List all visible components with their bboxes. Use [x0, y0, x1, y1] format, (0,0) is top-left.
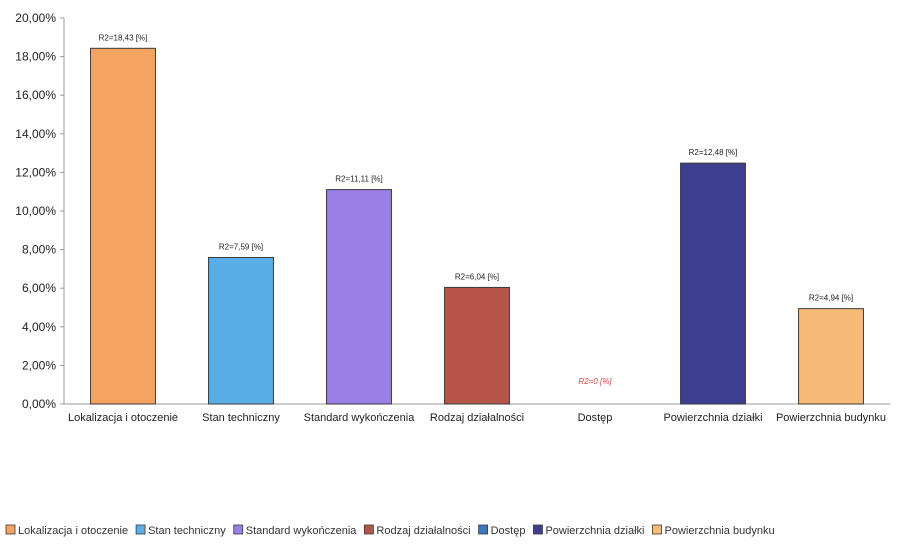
bar — [90, 47, 156, 405]
y-tick-label: 0,00% — [22, 397, 56, 411]
y-tick-label: 6,00% — [22, 281, 56, 295]
data-label: R2=18,43 [%] — [99, 33, 148, 42]
bar — [444, 286, 510, 405]
y-tick-label: 2,00% — [22, 358, 56, 372]
legend-swatch — [135, 524, 146, 535]
bars — [90, 47, 864, 405]
data-label: R2=7,59 [%] — [219, 243, 263, 252]
bar — [798, 308, 864, 405]
category-labels: Lokalizacja i otoczenie Stan techniczny St… — [68, 412, 886, 424]
legend-swatch — [364, 524, 374, 535]
legend-swatch — [652, 524, 662, 535]
bar — [208, 257, 274, 405]
y-axis: 0,00% 2,00% 4,00% 6,00% 8,00% 10,00% 12,00% 14,… — [15, 11, 65, 411]
data-label: R2=4,94 [%] — [809, 294, 853, 303]
y-tick-label: 20,00% — [15, 11, 56, 25]
legend: Lokalizacja i otoczenie Stan techniczny St… — [5, 524, 775, 537]
x-category-label: Powierzchnia działki — [663, 412, 762, 424]
x-category-label: Rodzaj działalności — [430, 412, 524, 424]
bar — [680, 162, 746, 405]
legend-entry: Stan techniczny — [148, 525, 226, 537]
y-tick-label: 8,00% — [22, 243, 56, 257]
y-tick-label: 16,00% — [15, 88, 56, 102]
legend-entry: Powierzchnia działki — [545, 525, 644, 537]
legend-entry: Standard wykończenia — [246, 525, 358, 537]
y-tick-label: 10,00% — [15, 204, 56, 218]
legend-entry: Dostęp — [491, 525, 526, 537]
legend-swatch — [5, 524, 16, 535]
y-tick-label: 14,00% — [15, 127, 56, 141]
legend-entry: Rodzaj działalności — [376, 525, 470, 537]
y-tick-label: 12,00% — [15, 165, 56, 179]
x-category-label: Standard wykończenia — [304, 412, 416, 424]
legend-entry: Lokalizacja i otoczenie — [18, 525, 128, 537]
data-label: R2=12,48 [%] — [689, 148, 738, 157]
x-category-label: Stan techniczny — [202, 412, 280, 424]
legend-swatch — [478, 524, 488, 535]
data-label: R2=6,04 [%] — [455, 272, 499, 281]
data-label: R2=11,11 [%] — [335, 175, 383, 184]
x-category-label: Dostęp — [578, 412, 613, 424]
data-label: R2=0 [%] — [578, 377, 612, 386]
x-category-label: Lokalizacja i otoczenie — [68, 412, 178, 424]
legend-swatch — [233, 524, 244, 535]
x-category-label: Powierzchnia budynku — [776, 412, 886, 424]
legend-swatch — [533, 524, 543, 535]
y-tick-label: 4,00% — [22, 320, 56, 334]
bar — [326, 189, 392, 405]
y-tick-label: 18,00% — [15, 50, 56, 64]
data-labels: R2=18,43 [%] R2=7,59 [%] R2=11,11 [%] R2=6,… — [99, 33, 853, 386]
legend-entry: Powierzchnia budynku — [665, 525, 775, 537]
